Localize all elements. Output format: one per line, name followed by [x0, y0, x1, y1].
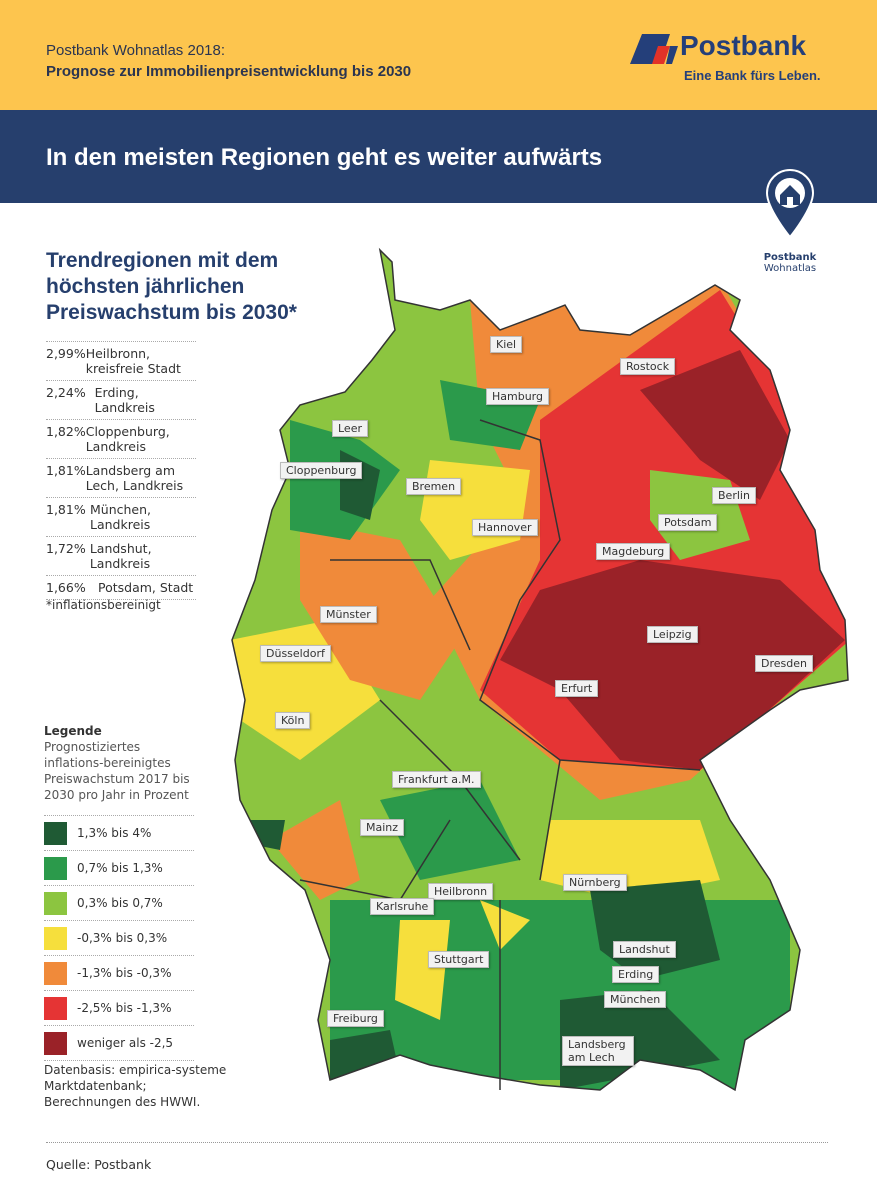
postbank-logo: Postbank Eine Bank fürs Leben. — [630, 30, 821, 83]
ranking-row: 1,81% München, Landkreis — [46, 497, 196, 536]
growth-value: 2,99% — [46, 346, 86, 361]
legend-label: 0,7% bis 1,3% — [77, 861, 163, 875]
legend-swatch — [44, 961, 67, 985]
growth-value: 1,82% — [46, 424, 86, 439]
legend-description: Prognostiziertes inflations-bereinigtes … — [44, 740, 190, 802]
badge-line2: Wohnatlas — [763, 263, 817, 274]
subtitle: Prognose zur Immobilienpreisentwicklung … — [46, 63, 412, 80]
legend-item: 0,7% bis 1,3% — [44, 850, 194, 885]
city-label: Karlsruhe — [370, 898, 435, 915]
ranking-row: 1,66% Potsdam, Stadt — [46, 575, 196, 600]
ranking-table: 2,99% Heilbronn, kreisfreie Stadt 2,24% Erd… — [46, 341, 196, 600]
region-name: München, Landkreis — [90, 502, 152, 532]
footnote: *inflationsbereinigt — [46, 598, 161, 612]
wohnatlas-badge: Postbank Wohnatlas — [755, 168, 825, 274]
city-label: Nürnberg — [563, 874, 627, 891]
badge-line1: Postbank — [763, 252, 817, 263]
legend-swatch — [44, 891, 67, 915]
legend-label: -0,3% bis 0,3% — [77, 931, 168, 945]
legend-swatch — [44, 1031, 67, 1055]
postbank-logo-icon — [630, 34, 678, 64]
city-label: Hannover — [472, 519, 538, 536]
city-label: Köln — [275, 712, 311, 729]
ranking-row: 2,24% Erding, Landkreis — [46, 380, 196, 419]
region-yellow — [232, 460, 720, 900]
city-label: Erfurt — [555, 680, 599, 697]
growth-value: 1,66% — [46, 580, 86, 595]
growth-value: 2,24% — [46, 385, 86, 400]
city-label: Münster — [320, 606, 377, 623]
ranking-row: 1,81% Landsberg am Lech, Landkreis — [46, 458, 196, 497]
region-orange-west — [270, 520, 460, 900]
legend-swatch — [44, 856, 67, 880]
city-label: Frankfurt a.M. — [392, 771, 481, 788]
city-label: Düsseldorf — [260, 645, 331, 662]
footer-divider — [46, 1142, 828, 1143]
city-label: Rostock — [620, 358, 676, 375]
city-label: Bremen — [406, 478, 462, 495]
legend-label: 0,3% bis 0,7% — [77, 896, 163, 910]
city-label: Potsdam — [658, 514, 718, 531]
title-banner: In den meisten Regionen geht es weiter a… — [0, 110, 877, 203]
legend-item: 1,3% bis 4% — [44, 815, 194, 850]
legend-label: -1,3% bis -0,3% — [77, 966, 172, 980]
legend-swatch — [44, 821, 67, 845]
city-label: Heilbronn — [428, 883, 494, 900]
region-name: Potsdam, Stadt — [98, 580, 194, 595]
city-label: Cloppenburg — [280, 462, 363, 479]
legend-item: -1,3% bis -0,3% — [44, 955, 194, 990]
legend-title: Legende — [44, 724, 102, 738]
legend-label: -2,5% bis -1,3% — [77, 1001, 172, 1015]
city-label: Kiel — [490, 336, 523, 353]
header-bar: Postbank Wohnatlas 2018: Prognose zur Im… — [0, 0, 877, 110]
region-name: Cloppenburg, Landkreis — [85, 424, 170, 454]
city-label: Hamburg — [486, 388, 549, 405]
city-label: Landshut — [613, 941, 676, 958]
legend: Legende Prognostiziertes inflations-bere… — [44, 723, 194, 1061]
legend-label: weniger als -2,5 — [77, 1036, 174, 1050]
city-label: Landsberg am Lech — [562, 1036, 634, 1066]
city-label: Stuttgart — [428, 951, 490, 968]
legend-swatch — [44, 996, 67, 1020]
page-title: In den meisten Regionen geht es weiter a… — [46, 144, 603, 171]
growth-value: 1,81% — [46, 463, 86, 478]
region-name: Heilbronn, kreisfreie Stadt — [85, 346, 181, 376]
city-label: München — [604, 991, 667, 1008]
region-name: Landsberg am Lech, Landkreis — [85, 463, 184, 493]
ranking-row: 1,82% Cloppenburg, Landkreis — [46, 419, 196, 458]
ranking-row: 1,72% Landshut, Landkreis — [46, 536, 196, 575]
legend-item: -0,3% bis 0,3% — [44, 920, 194, 955]
city-label: Mainz — [360, 819, 405, 836]
city-label: Dresden — [755, 655, 813, 672]
source-note: Datenbasis: empirica-systeme Marktdatenb… — [44, 1063, 227, 1109]
ranking-row: 2,99% Heilbronn, kreisfreie Stadt — [46, 341, 196, 380]
growth-value: 1,81% — [46, 502, 86, 517]
brand-name: Postbank — [680, 30, 807, 61]
region-name: Landshut, Landkreis — [89, 541, 152, 571]
ranking-title: Trendregionen mit dem höchsten jährliche… — [46, 249, 297, 324]
city-label: Magdeburg — [596, 543, 671, 560]
house-pin-icon — [765, 168, 815, 239]
legend-item: weniger als -2,5 — [44, 1025, 194, 1061]
city-label: Leipzig — [647, 626, 698, 643]
brand-slogan: Eine Bank fürs Leben. — [684, 68, 821, 83]
growth-value: 1,72% — [46, 541, 86, 556]
region-yellow-south — [395, 900, 530, 1020]
city-label: Berlin — [712, 487, 756, 504]
region-name: Erding, Landkreis — [94, 385, 155, 415]
legend-swatch — [44, 926, 67, 950]
legend-label: 1,3% bis 4% — [77, 826, 152, 840]
supertitle: Postbank Wohnatlas 2018: — [46, 42, 226, 59]
legend-item: 0,3% bis 0,7% — [44, 885, 194, 920]
legend-item: -2,5% bis -1,3% — [44, 990, 194, 1025]
city-label: Freiburg — [327, 1010, 384, 1027]
city-label: Erding — [612, 966, 660, 983]
source: Quelle: Postbank — [46, 1157, 152, 1172]
region-darkgreen — [250, 450, 720, 1090]
city-label: Leer — [332, 420, 368, 437]
